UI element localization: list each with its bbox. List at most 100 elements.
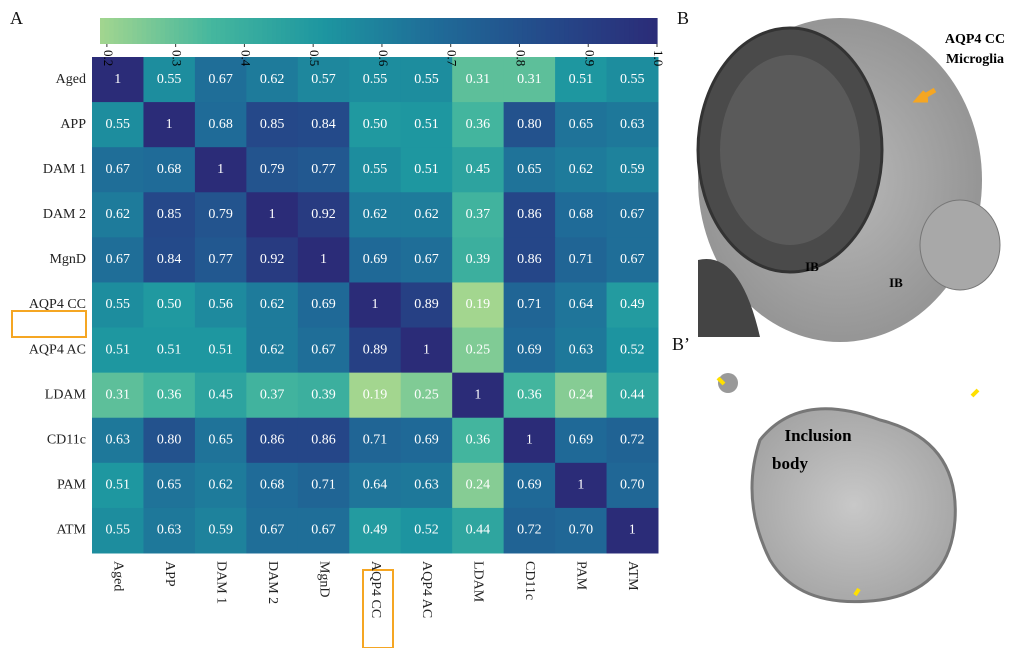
- colorbar-segment: [262, 18, 267, 44]
- colorbar-segment: [207, 18, 212, 44]
- colorbar-segment: [615, 18, 620, 44]
- colorbar-segment: [597, 18, 602, 44]
- col-label: LDAM: [471, 561, 486, 603]
- colorbar-segment: [290, 18, 295, 44]
- callout: Microglia: [946, 52, 1004, 67]
- colorbar-segment: [420, 18, 425, 44]
- cell-label: 0.67: [620, 252, 645, 267]
- colorbar-segment: [174, 18, 179, 44]
- colorbar-segment: [569, 18, 574, 44]
- col-label: APP: [162, 561, 177, 587]
- colorbar-segment: [499, 18, 504, 44]
- cell-label: 0.63: [157, 523, 182, 538]
- cell-label: 0.45: [466, 162, 491, 177]
- colorbar-segment: [337, 18, 342, 44]
- cell-label: 0.68: [157, 162, 182, 177]
- colorbar-segment: [508, 18, 513, 44]
- colorbar-segment: [146, 18, 151, 44]
- colorbar-segment: [267, 18, 272, 44]
- row-label: AQP4 CC: [29, 297, 86, 312]
- colorbar-segment: [536, 18, 541, 44]
- colorbar-segment: [170, 18, 175, 44]
- colorbar-segment: [197, 18, 202, 44]
- colorbar-segment: [638, 18, 643, 44]
- cell-label: 0.49: [363, 523, 388, 538]
- colorbar-segment: [235, 18, 240, 44]
- cell-label: 0.49: [620, 297, 645, 312]
- colorbar-segment: [601, 18, 606, 44]
- cell-label: 0.69: [517, 342, 542, 357]
- cell-label: 1: [217, 162, 224, 177]
- cell-label: 0.52: [414, 523, 439, 538]
- row-label: ATM: [56, 523, 86, 538]
- cell-label: 0.85: [260, 117, 285, 132]
- colorbar-segment: [156, 18, 161, 44]
- colorbar-segment: [546, 18, 551, 44]
- cell-label: 0.89: [414, 297, 439, 312]
- colorbar-segment: [374, 18, 379, 44]
- colorbar-segment: [355, 18, 360, 44]
- cell-label: 0.67: [208, 72, 233, 87]
- col-label: Aged: [111, 561, 126, 591]
- cell-label: 0.45: [208, 387, 233, 402]
- colorbar-segment: [123, 18, 128, 44]
- cell-label: 1: [269, 207, 276, 222]
- col-label: CD11c: [522, 561, 537, 600]
- col-label: AQP4 CC: [368, 561, 383, 618]
- cell-label: 0.55: [363, 72, 388, 87]
- row-label: LDAM: [45, 387, 87, 402]
- cell-label: 0.67: [260, 523, 285, 538]
- colorbar-segment: [211, 18, 216, 44]
- cell-label: 0.67: [414, 252, 439, 267]
- colorbar-segment: [485, 18, 490, 44]
- cell-label: 0.51: [208, 342, 233, 357]
- colorbar-segment: [225, 18, 230, 44]
- colorbar-segment: [193, 18, 198, 44]
- colorbar-segment: [314, 18, 319, 44]
- cell-label: 0.65: [157, 478, 182, 493]
- colorbar-segment: [573, 18, 578, 44]
- cell-label: 0.71: [517, 297, 542, 312]
- cell-label: 0.68: [260, 478, 285, 493]
- colorbar-segment: [119, 18, 124, 44]
- cell-label: 0.39: [466, 252, 491, 267]
- colorbar-segment: [564, 18, 569, 44]
- cell-label: 0.86: [311, 432, 336, 447]
- colorbar-segment: [276, 18, 281, 44]
- cell-label: 0.62: [260, 342, 285, 357]
- colorbar-segment: [625, 18, 630, 44]
- colorbar-segment: [504, 18, 509, 44]
- colorbar-tick-label: 0.5: [307, 50, 322, 66]
- col-label: AQP4 AC: [419, 561, 434, 618]
- colorbar-segment: [202, 18, 207, 44]
- cell-label: 0.86: [260, 432, 285, 447]
- colorbar-tick-label: 0.4: [238, 50, 253, 67]
- colorbar-tick-label: 0.2: [101, 50, 116, 66]
- colorbar-segment: [323, 18, 328, 44]
- cell-label: 0.31: [105, 387, 130, 402]
- cell-label: 1: [372, 297, 379, 312]
- cell-label: 0.19: [363, 387, 388, 402]
- cell-label: 0.59: [208, 523, 233, 538]
- cell-label: 0.84: [157, 252, 182, 267]
- colorbar-segment: [439, 18, 444, 44]
- cell-label: 0.50: [363, 117, 388, 132]
- colorbar-tick-label: 1.0: [651, 50, 666, 66]
- cell-label: 0.80: [157, 432, 182, 447]
- cell-label: 0.71: [569, 252, 594, 267]
- row-label: CD11c: [47, 432, 86, 447]
- cell-label: 0.19: [466, 297, 491, 312]
- colorbar-segment: [397, 18, 402, 44]
- cell-label: 0.55: [414, 72, 439, 87]
- cell-label: 0.71: [363, 432, 388, 447]
- colorbar-segment: [244, 18, 249, 44]
- cell-label: 0.62: [105, 207, 130, 222]
- row-label: AQP4 AC: [29, 342, 86, 357]
- colorbar-segment: [239, 18, 244, 44]
- cell-label: 0.55: [157, 72, 182, 87]
- cell-label: 0.55: [105, 117, 130, 132]
- cell-label: 0.62: [260, 72, 285, 87]
- colorbar-segment: [518, 18, 523, 44]
- cell-label: 0.62: [569, 162, 594, 177]
- colorbar-segment: [327, 18, 332, 44]
